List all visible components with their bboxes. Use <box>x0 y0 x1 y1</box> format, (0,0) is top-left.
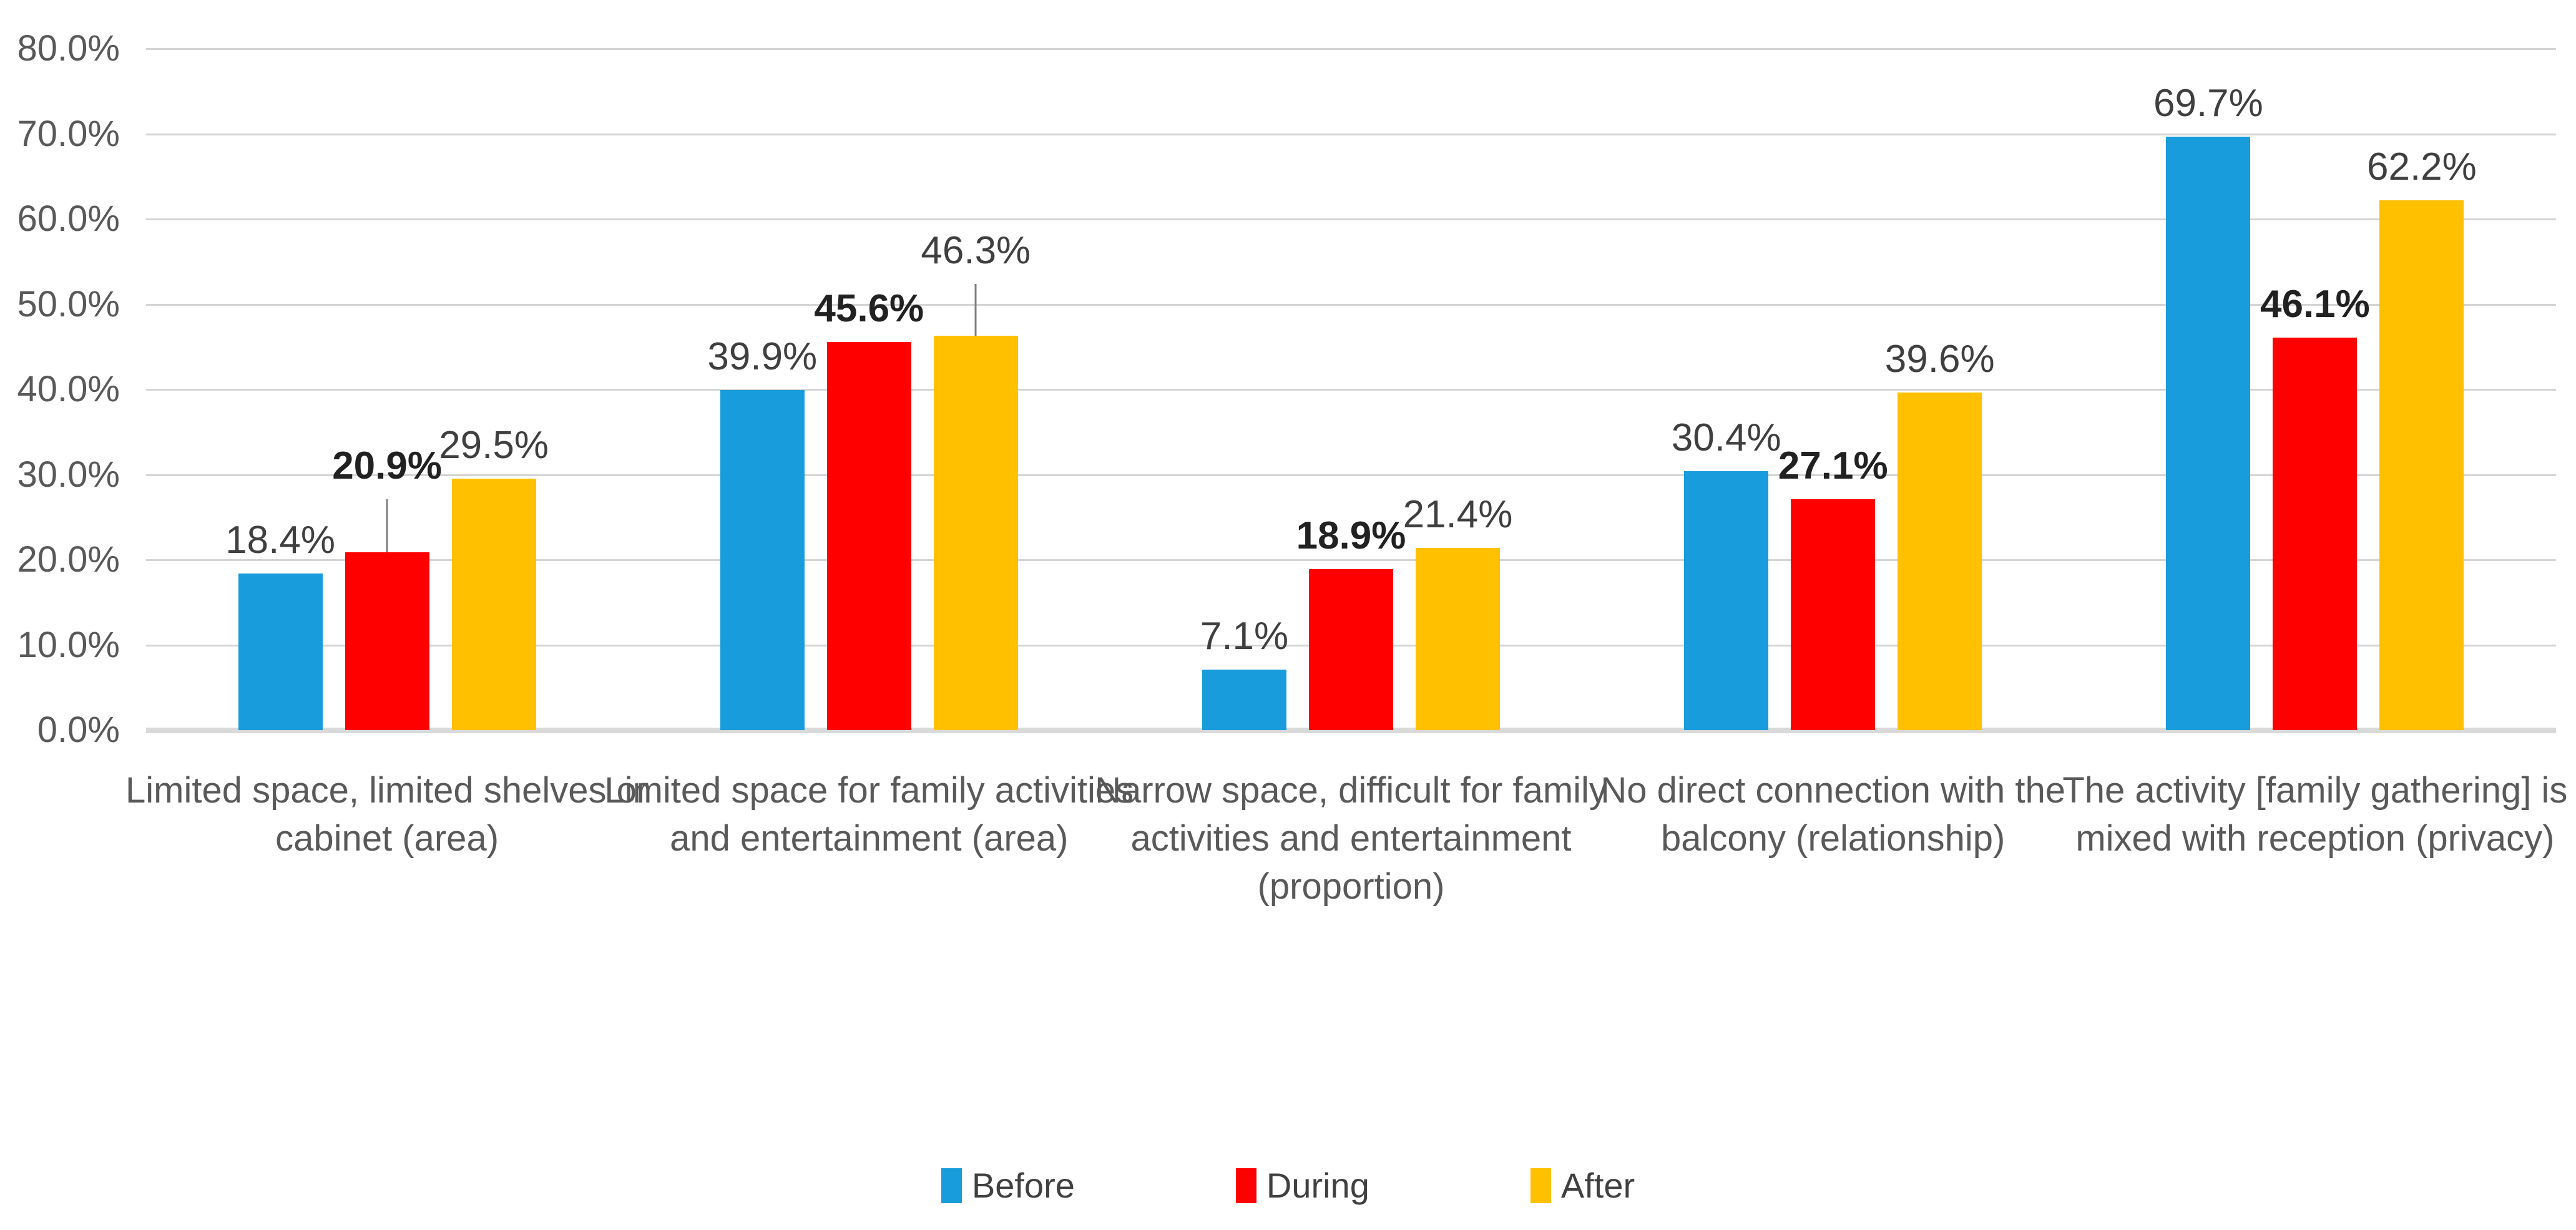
y-tick-label: 0.0% <box>37 710 120 750</box>
category-label-3: No direct connection with the balcony (r… <box>1600 770 2066 859</box>
legend-swatch-during <box>1235 1168 1256 1203</box>
legend: Before During After <box>0 1168 2576 1203</box>
y-tick-label: 10.0% <box>17 624 120 665</box>
category-label-1: Limited space for family activities and … <box>604 770 1134 859</box>
y-tick-label: 40.0% <box>17 369 120 409</box>
label-leader-line <box>974 283 977 336</box>
data-label-before-3: 30.4% <box>1671 416 1781 460</box>
legend-label-after: After <box>1560 1166 1635 1205</box>
y-tick-label: 50.0% <box>17 283 120 325</box>
gridline-60 <box>146 218 2556 220</box>
bar-before-3 <box>1684 471 1769 730</box>
gridline-40 <box>146 389 2556 391</box>
gridline-30 <box>146 474 2556 476</box>
bar-before-4 <box>2166 136 2251 730</box>
data-label-during-0: 20.9% <box>332 444 442 488</box>
data-label-after-1: 46.3% <box>921 228 1031 272</box>
bar-after-3 <box>1898 393 1982 730</box>
legend-item-after: After <box>1530 1168 1635 1203</box>
legend-swatch-before <box>941 1168 962 1203</box>
bar-before-0 <box>238 573 323 730</box>
data-label-before-1: 39.9% <box>707 335 818 379</box>
bar-before-2 <box>1202 670 1286 730</box>
data-label-during-2: 18.9% <box>1296 514 1406 558</box>
data-label-after-4: 62.2% <box>2366 145 2477 188</box>
bar-after-2 <box>1416 547 1500 730</box>
bar-before-1 <box>720 390 805 730</box>
bar-during-3 <box>1791 499 1876 730</box>
bar-during-0 <box>345 552 429 730</box>
bar-during-2 <box>1309 569 1393 730</box>
gridline-80 <box>146 48 2556 50</box>
data-label-during-1: 45.6% <box>814 286 924 330</box>
legend-label-during: During <box>1266 1166 1369 1205</box>
data-label-after-3: 39.6% <box>1884 338 1995 381</box>
label-leader-line <box>386 499 388 552</box>
bar-during-4 <box>2273 337 2358 730</box>
data-label-during-3: 27.1% <box>1778 444 1888 488</box>
legend-item-during: During <box>1235 1166 1369 1205</box>
data-label-before-2: 7.1% <box>1200 615 1289 658</box>
category-label-0: Limited space, limited shelves or cabine… <box>125 770 649 859</box>
legend-label-before: Before <box>971 1166 1075 1205</box>
x-axis-line <box>146 728 2556 733</box>
plot-area: 18.4% 20.9% 29.5% 39.9% 45.6% 46.3% 7.1% 18.9% 2… <box>146 48 2556 733</box>
bar-after-4 <box>2379 200 2464 730</box>
bar-during-1 <box>826 341 911 730</box>
y-tick-label: 60.0% <box>17 198 120 239</box>
bar-after-1 <box>933 336 1018 730</box>
bar-after-0 <box>451 479 536 730</box>
category-label-2: Narrow space, difficult for family activ… <box>1095 770 1607 907</box>
y-tick-label: 30.0% <box>17 454 120 495</box>
data-label-after-2: 21.4% <box>1403 492 1513 536</box>
data-label-during-4: 46.1% <box>2260 282 2370 326</box>
y-tick-label: 80.0% <box>17 28 120 69</box>
y-tick-label: 20.0% <box>17 539 120 580</box>
data-label-before-4: 69.7% <box>2153 81 2263 125</box>
gridline-50 <box>146 303 2556 306</box>
gridline-70 <box>146 133 2556 135</box>
data-label-before-0: 18.4% <box>225 518 335 562</box>
y-tick-label: 70.0% <box>17 113 120 154</box>
data-label-after-0: 29.5% <box>439 424 549 467</box>
legend-swatch-after <box>1530 1168 1551 1203</box>
legend-item-before: Before <box>941 1168 1075 1203</box>
category-label-4: The activity [family gathering] is mixed… <box>2062 770 2568 859</box>
gridline-20 <box>146 559 2556 561</box>
